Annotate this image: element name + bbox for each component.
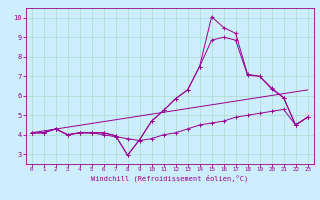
X-axis label: Windchill (Refroidissement éolien,°C): Windchill (Refroidissement éolien,°C)	[91, 175, 248, 182]
